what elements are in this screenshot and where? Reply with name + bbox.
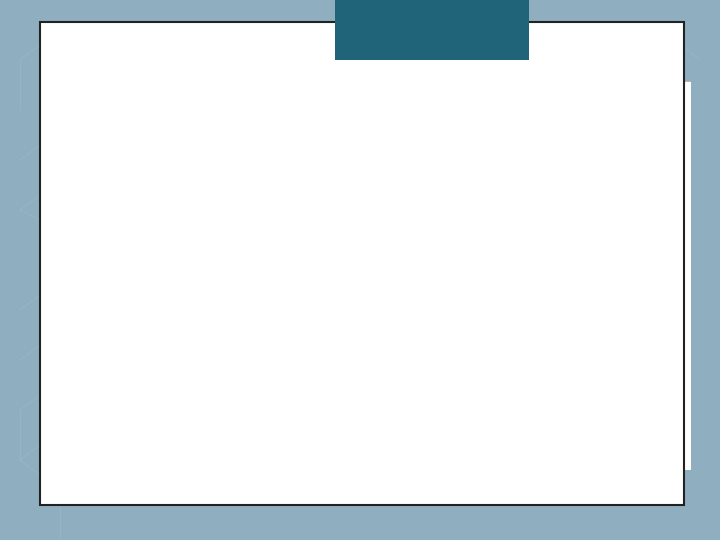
Text: Oral cavity proper: Oral cavity proper [103, 341, 287, 359]
Polygon shape [354, 275, 635, 384]
FancyBboxPatch shape [375, 285, 407, 336]
Text: - bounded: - bounded [212, 166, 310, 185]
FancyBboxPatch shape [480, 340, 511, 386]
Text: 2.: 2. [70, 341, 87, 359]
Text: B: B [332, 93, 339, 103]
Text: externally by cheeks: externally by cheeks [103, 209, 290, 227]
Text: Vestibule: Vestibule [103, 166, 198, 185]
Polygon shape [361, 384, 624, 431]
Polygon shape [422, 166, 609, 295]
FancyBboxPatch shape [444, 285, 477, 336]
FancyBboxPatch shape [514, 340, 546, 386]
Polygon shape [324, 89, 684, 438]
FancyBboxPatch shape [480, 285, 511, 336]
FancyBboxPatch shape [584, 340, 616, 386]
FancyBboxPatch shape [549, 285, 581, 336]
Text: -: - [291, 341, 303, 359]
FancyBboxPatch shape [584, 285, 616, 336]
Polygon shape [347, 295, 467, 384]
FancyBboxPatch shape [514, 285, 546, 336]
FancyBboxPatch shape [444, 340, 477, 386]
Text: 1.: 1. [70, 166, 87, 185]
Text: and lips and internally: and lips and internally [103, 252, 305, 269]
Text: Divided into:: Divided into: [70, 123, 185, 141]
Text: Oral cavity proper: Oral cavity proper [418, 82, 500, 91]
Text: Oral vestibule: Oral vestibule [328, 415, 392, 424]
Text: extends from gums: extends from gums [103, 383, 278, 401]
Text: Mouth (oral or buccal cavity): Mouth (oral or buccal cavity) [117, 56, 613, 84]
Polygon shape [523, 89, 672, 237]
FancyBboxPatch shape [410, 340, 441, 386]
Polygon shape [497, 295, 541, 334]
Text: by gums and teeth.: by gums and teeth. [103, 294, 279, 312]
Polygon shape [343, 120, 523, 256]
FancyBboxPatch shape [375, 340, 407, 386]
FancyBboxPatch shape [549, 340, 581, 386]
Text: Oral fissure: Oral fissure [441, 444, 492, 454]
Text: Soft palate: Soft palate [631, 116, 680, 125]
Text: Oropharyngeal
isthmus: Oropharyngeal isthmus [616, 415, 684, 435]
Text: ❦: ❦ [42, 123, 55, 138]
Text: and teeth to fauces: and teeth to fauces [103, 426, 279, 444]
FancyBboxPatch shape [410, 285, 441, 336]
